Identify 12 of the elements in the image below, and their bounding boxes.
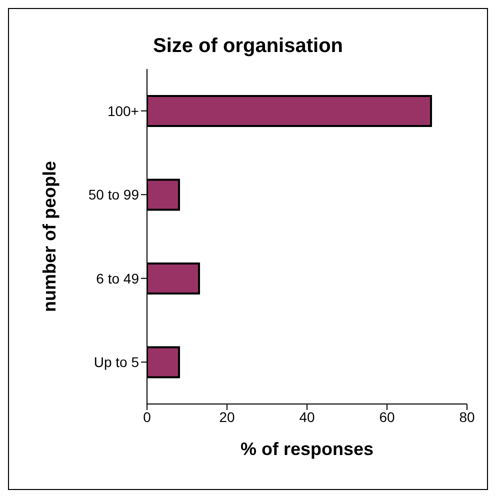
x-tick-label: 80 (459, 408, 475, 425)
x-tick-label: 0 (143, 408, 152, 425)
y-tick-label: 50 to 99 (88, 186, 140, 203)
x-tick-label: 60 (379, 408, 395, 425)
y-tick-label: 100+ (107, 102, 139, 119)
y-axis-title: number of people (39, 160, 60, 312)
x-axis-title: % of responses (240, 438, 374, 459)
x-tick-label: 20 (219, 408, 235, 425)
y-tick-label: Up to 5 (94, 354, 140, 370)
y-tick-label: 6 to 49 (96, 270, 140, 286)
x-tick-label: 40 (299, 408, 315, 425)
chart-title: Size of organisation (152, 35, 344, 58)
